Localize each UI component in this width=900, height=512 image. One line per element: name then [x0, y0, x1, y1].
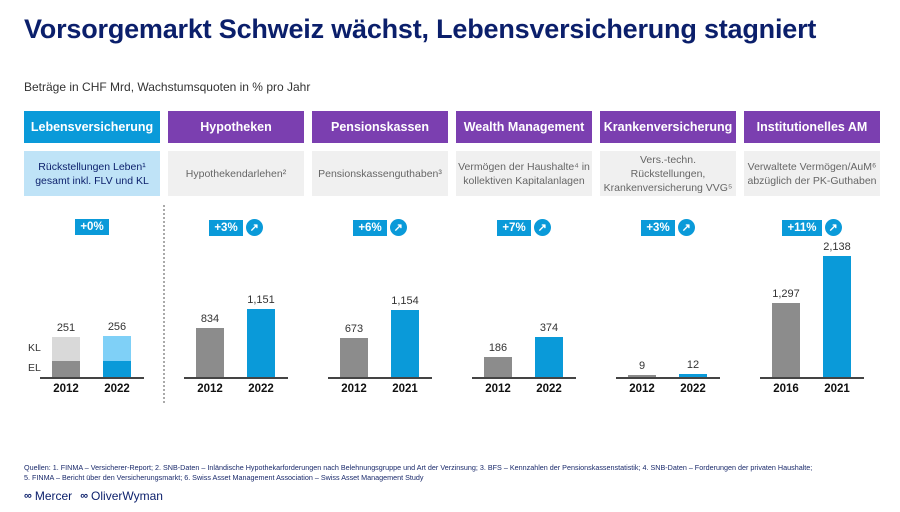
panel-pensionskassen: Pensionskassen Pensionskassenguthaben³ +…: [312, 111, 448, 401]
baseline: [184, 377, 288, 379]
panel-wealth-management: Wealth Management Vermögen der Haushalte…: [456, 111, 592, 401]
sources: Quellen: 1. FINMA – Versicherer-Report; …: [24, 463, 884, 483]
arrow-up-right-icon: ↗: [824, 219, 842, 236]
bar-kl: [52, 336, 80, 361]
panel-lebensversicherung: Lebensversicherung Rückstellungen Leben¹…: [24, 111, 160, 401]
logo-oliverwyman: ∞ OliverWyman: [80, 489, 163, 503]
panel-description: Vermögen der Haushalte⁴ in kollektiven K…: [456, 151, 592, 196]
value-label: 251: [56, 321, 76, 334]
value-label: 1,151: [247, 294, 275, 307]
year-label: 2012: [197, 383, 223, 395]
baseline: [616, 377, 720, 379]
growth-badge: +0%: [75, 219, 109, 235]
growth-badge: +7%: [497, 219, 531, 236]
year-label: 2012: [53, 383, 79, 395]
growth-rate: +3% ↗: [600, 219, 736, 236]
panel-header: Hypotheken: [168, 111, 304, 143]
stack-label-kl: KL: [28, 342, 41, 354]
bar: [484, 357, 512, 377]
baseline: [760, 377, 864, 379]
bar: [772, 303, 800, 377]
growth-badge: +11%: [782, 219, 822, 236]
growth-badge: +3%: [209, 219, 243, 236]
bar: [628, 374, 656, 377]
value-label: 9: [638, 359, 646, 372]
value-label: 186: [488, 342, 508, 355]
bar-el: [103, 360, 131, 377]
arrow-up-right-icon: ↗: [677, 219, 695, 236]
logo-mercer: ∞ Mercer: [24, 489, 73, 503]
logos: ∞ Mercer ∞ OliverWyman: [24, 489, 163, 503]
bar: [340, 337, 368, 377]
value-label: 2,138: [823, 240, 851, 253]
bar: [247, 309, 275, 377]
subtitle: Beträge in CHF Mrd, Wachstumsquoten in %…: [24, 80, 311, 94]
bar: [535, 336, 563, 377]
value-label: 1,154: [391, 295, 419, 308]
bar: [679, 374, 707, 377]
year-label: 2016: [773, 383, 799, 395]
year-label: 2012: [629, 383, 655, 395]
year-label: 2012: [341, 383, 367, 395]
panel-description: Verwaltete Vermögen/AuM⁶ abzüglich der P…: [744, 151, 880, 196]
arrow-up-right-icon: ↗: [533, 219, 551, 236]
year-label: 2022: [248, 383, 274, 395]
panel-hypotheken: Hypotheken Hypothekendarlehen² +3% ↗ 834 …: [168, 111, 304, 401]
growth-rate: +11% ↗: [744, 219, 880, 236]
growth-rate: +6% ↗: [312, 219, 448, 236]
arrow-up-right-icon: ↗: [245, 219, 263, 236]
year-label: 2012: [485, 383, 511, 395]
stack-label-el: EL: [28, 362, 41, 374]
baseline: [40, 377, 144, 379]
panel-institutionelles-am: Institutionelles AM Verwaltete Vermögen/…: [744, 111, 880, 401]
panel-description: Vers.-techn. Rückstellungen, Krankenvers…: [600, 151, 736, 196]
source-line: Quellen: 1. FINMA – Versicherer-Report; …: [24, 463, 813, 472]
source-line: 5. FINMA – Bericht über den Versicherung…: [24, 473, 424, 482]
panel-header: Lebensversicherung: [24, 111, 160, 143]
arrow-up-right-icon: ↗: [389, 219, 407, 236]
growth-rate: +0%: [24, 219, 160, 235]
baseline: [472, 377, 576, 379]
growth-rate: +7% ↗: [456, 219, 592, 236]
value-label: 12: [686, 359, 700, 371]
panel-header: Wealth Management: [456, 111, 592, 143]
bar: [823, 255, 851, 377]
year-label: 2021: [392, 383, 418, 395]
baseline: [328, 377, 432, 379]
value-label: 374: [539, 321, 559, 334]
bar: [196, 327, 224, 377]
value-label: 673: [344, 322, 364, 335]
value-label: 256: [107, 321, 127, 334]
panel-description: Hypothekendarlehen²: [168, 151, 304, 196]
growth-badge: +6%: [353, 219, 387, 236]
year-label: 2022: [536, 383, 562, 395]
value-label: 1,297: [772, 288, 800, 301]
panel-description: Pensionskassenguthaben³: [312, 151, 448, 196]
growth-badge: +3%: [641, 219, 675, 236]
year-label: 2022: [680, 383, 706, 395]
year-label: 2021: [824, 383, 850, 395]
value-label: 834: [200, 312, 220, 325]
bar-kl: [103, 336, 131, 361]
panel-header: Institutionelles AM: [744, 111, 880, 143]
bar-el: [52, 360, 80, 377]
panel-header: Pensionskassen: [312, 111, 448, 143]
panel-header: Krankenversicherung: [600, 111, 736, 143]
bar: [391, 310, 419, 377]
panel-description: Rückstellungen Leben¹ gesamt inkl. FLV u…: [24, 151, 160, 196]
logo-mark-icon: ∞: [24, 490, 32, 502]
year-label: 2022: [104, 383, 130, 395]
growth-rate: +3% ↗: [168, 219, 304, 236]
divider: [163, 205, 165, 403]
page-title: Vorsorgemarkt Schweiz wächst, Lebensvers…: [24, 14, 817, 44]
panel-krankenversicherung: Krankenversicherung Vers.-techn. Rückste…: [600, 111, 736, 401]
logo-mark-icon: ∞: [80, 490, 89, 502]
